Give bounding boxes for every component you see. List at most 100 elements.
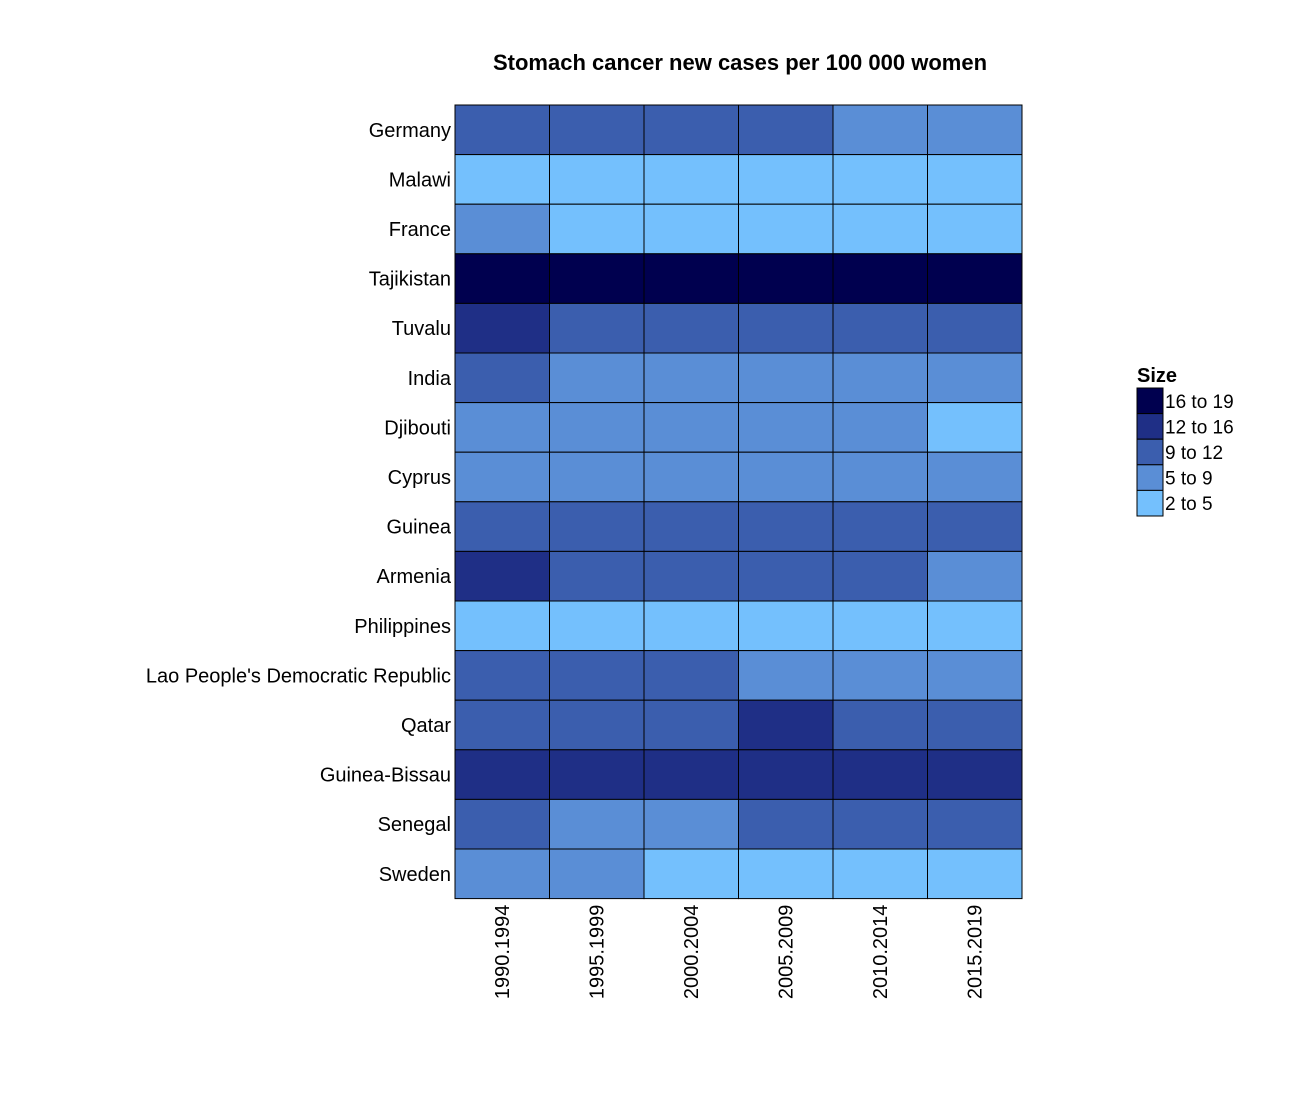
heatmap-cell	[549, 352, 645, 404]
column-label: 1990.1994	[492, 905, 514, 1000]
heatmap-cell	[643, 203, 739, 255]
heatmap-cell	[927, 402, 1023, 453]
heatmap-cell	[738, 302, 834, 354]
legend-swatch	[1136, 438, 1164, 466]
row-label: Tuvalu	[392, 318, 451, 340]
row-label: Cyprus	[388, 467, 451, 489]
heatmap-cell	[549, 104, 645, 156]
legend-title: Size	[1137, 365, 1177, 387]
legend-label: 2 to 5	[1165, 494, 1213, 515]
heatmap-cell	[832, 154, 928, 205]
legend-label: 5 to 9	[1165, 469, 1213, 490]
heatmap-cell	[927, 104, 1023, 156]
heatmap-cell	[454, 600, 550, 652]
heatmap-cell	[454, 798, 550, 850]
heatmap-cell	[738, 749, 834, 800]
heatmap-cell	[927, 352, 1023, 404]
column-label: 2000.2004	[681, 905, 703, 1000]
heatmap-cell	[832, 650, 928, 701]
heatmap-cell	[454, 203, 550, 255]
heatmap-cell	[549, 203, 645, 255]
heatmap-cell	[832, 699, 928, 751]
column-label: 2005.2009	[776, 905, 798, 1000]
heatmap-cell	[454, 154, 550, 205]
heatmap-cell	[738, 699, 834, 751]
column-label: 2015.2019	[965, 905, 987, 1000]
heatmap-cell	[832, 848, 928, 900]
heatmap-cell	[927, 650, 1023, 701]
heatmap-cell	[738, 451, 834, 503]
heatmap-cell	[738, 600, 834, 652]
heatmap-cell	[454, 699, 550, 751]
heatmap-cell	[549, 402, 645, 453]
heatmap-cell	[832, 402, 928, 453]
heatmap-cell	[549, 699, 645, 751]
legend: Size 16 to 19 12 to 16 9 to 12 5 to 9 2 to 5	[1136, 365, 1234, 517]
heatmap-cell	[832, 501, 928, 552]
heatmap-cell	[643, 798, 739, 850]
heatmap-cell	[832, 104, 928, 156]
heatmap-cell	[454, 253, 550, 304]
heatmap-cell	[927, 600, 1023, 652]
heatmap-cell	[549, 650, 645, 701]
heatmap-cell	[454, 650, 550, 701]
heatmap-cell	[927, 253, 1023, 304]
heatmap-cell	[643, 600, 739, 652]
heatmap-cells	[454, 104, 1023, 900]
heatmap-cell	[643, 104, 739, 156]
heatmap-cell	[832, 352, 928, 404]
heatmap-cell	[927, 749, 1023, 800]
heatmap-cell	[738, 402, 834, 453]
heatmap-cell	[738, 253, 834, 304]
heatmap-cell	[549, 600, 645, 652]
legend-label: 16 to 19	[1165, 392, 1234, 413]
heatmap-cell	[643, 451, 739, 503]
row-label: Djibouti	[384, 417, 451, 439]
column-labels: 1990.1994 1995.1999 2000.2004 2005.2009 2010…	[492, 905, 987, 1000]
heatmap-cell	[832, 749, 928, 800]
heatmap-cell	[738, 203, 834, 255]
heatmap-cell	[454, 848, 550, 900]
heatmap-cell	[832, 253, 928, 304]
row-label: Guinea	[387, 517, 452, 539]
heatmap-cell	[927, 550, 1023, 602]
heatmap-cell	[643, 650, 739, 701]
heatmap-cell	[549, 848, 645, 900]
row-labels: Germany Malawi France Tajikistan Tuvalu India…	[146, 120, 452, 886]
heatmap-cell	[738, 501, 834, 552]
heatmap-cell	[643, 848, 739, 900]
row-label: Tajikistan	[369, 269, 451, 291]
heatmap-cell	[927, 302, 1023, 354]
heatmap-cell	[454, 402, 550, 453]
heatmap-cell	[549, 501, 645, 552]
heatmap-cell	[643, 501, 739, 552]
heatmap-cell	[738, 154, 834, 205]
heatmap-cell	[927, 154, 1023, 205]
row-label: Malawi	[389, 169, 451, 191]
heatmap-cell	[832, 203, 928, 255]
row-label: Armenia	[377, 566, 452, 588]
heatmap-cell	[549, 451, 645, 503]
heatmap-cell	[454, 104, 550, 156]
heatmap-cell	[549, 798, 645, 850]
heatmap-cell	[549, 253, 645, 304]
heatmap-cell	[454, 749, 550, 800]
legend-swatch	[1136, 489, 1164, 517]
heatmap-cell	[738, 650, 834, 701]
row-label: France	[389, 219, 451, 241]
heatmap-cell	[738, 798, 834, 850]
heatmap-cell	[643, 352, 739, 404]
row-label: Sweden	[379, 864, 451, 886]
heatmap-cell	[454, 451, 550, 503]
row-label: Qatar	[401, 715, 451, 737]
legend-swatch	[1136, 464, 1164, 491]
row-label: Lao People's Democratic Republic	[146, 665, 451, 687]
heatmap-cell	[832, 302, 928, 354]
heatmap-cell	[454, 501, 550, 552]
legend-label: 12 to 16	[1165, 417, 1234, 438]
chart-title: Stomach cancer new cases per 100 000 wom…	[493, 50, 987, 75]
heatmap-cell	[738, 104, 834, 156]
heatmap-cell	[832, 600, 928, 652]
heatmap-cell	[927, 501, 1023, 552]
heatmap-cell	[643, 402, 739, 453]
